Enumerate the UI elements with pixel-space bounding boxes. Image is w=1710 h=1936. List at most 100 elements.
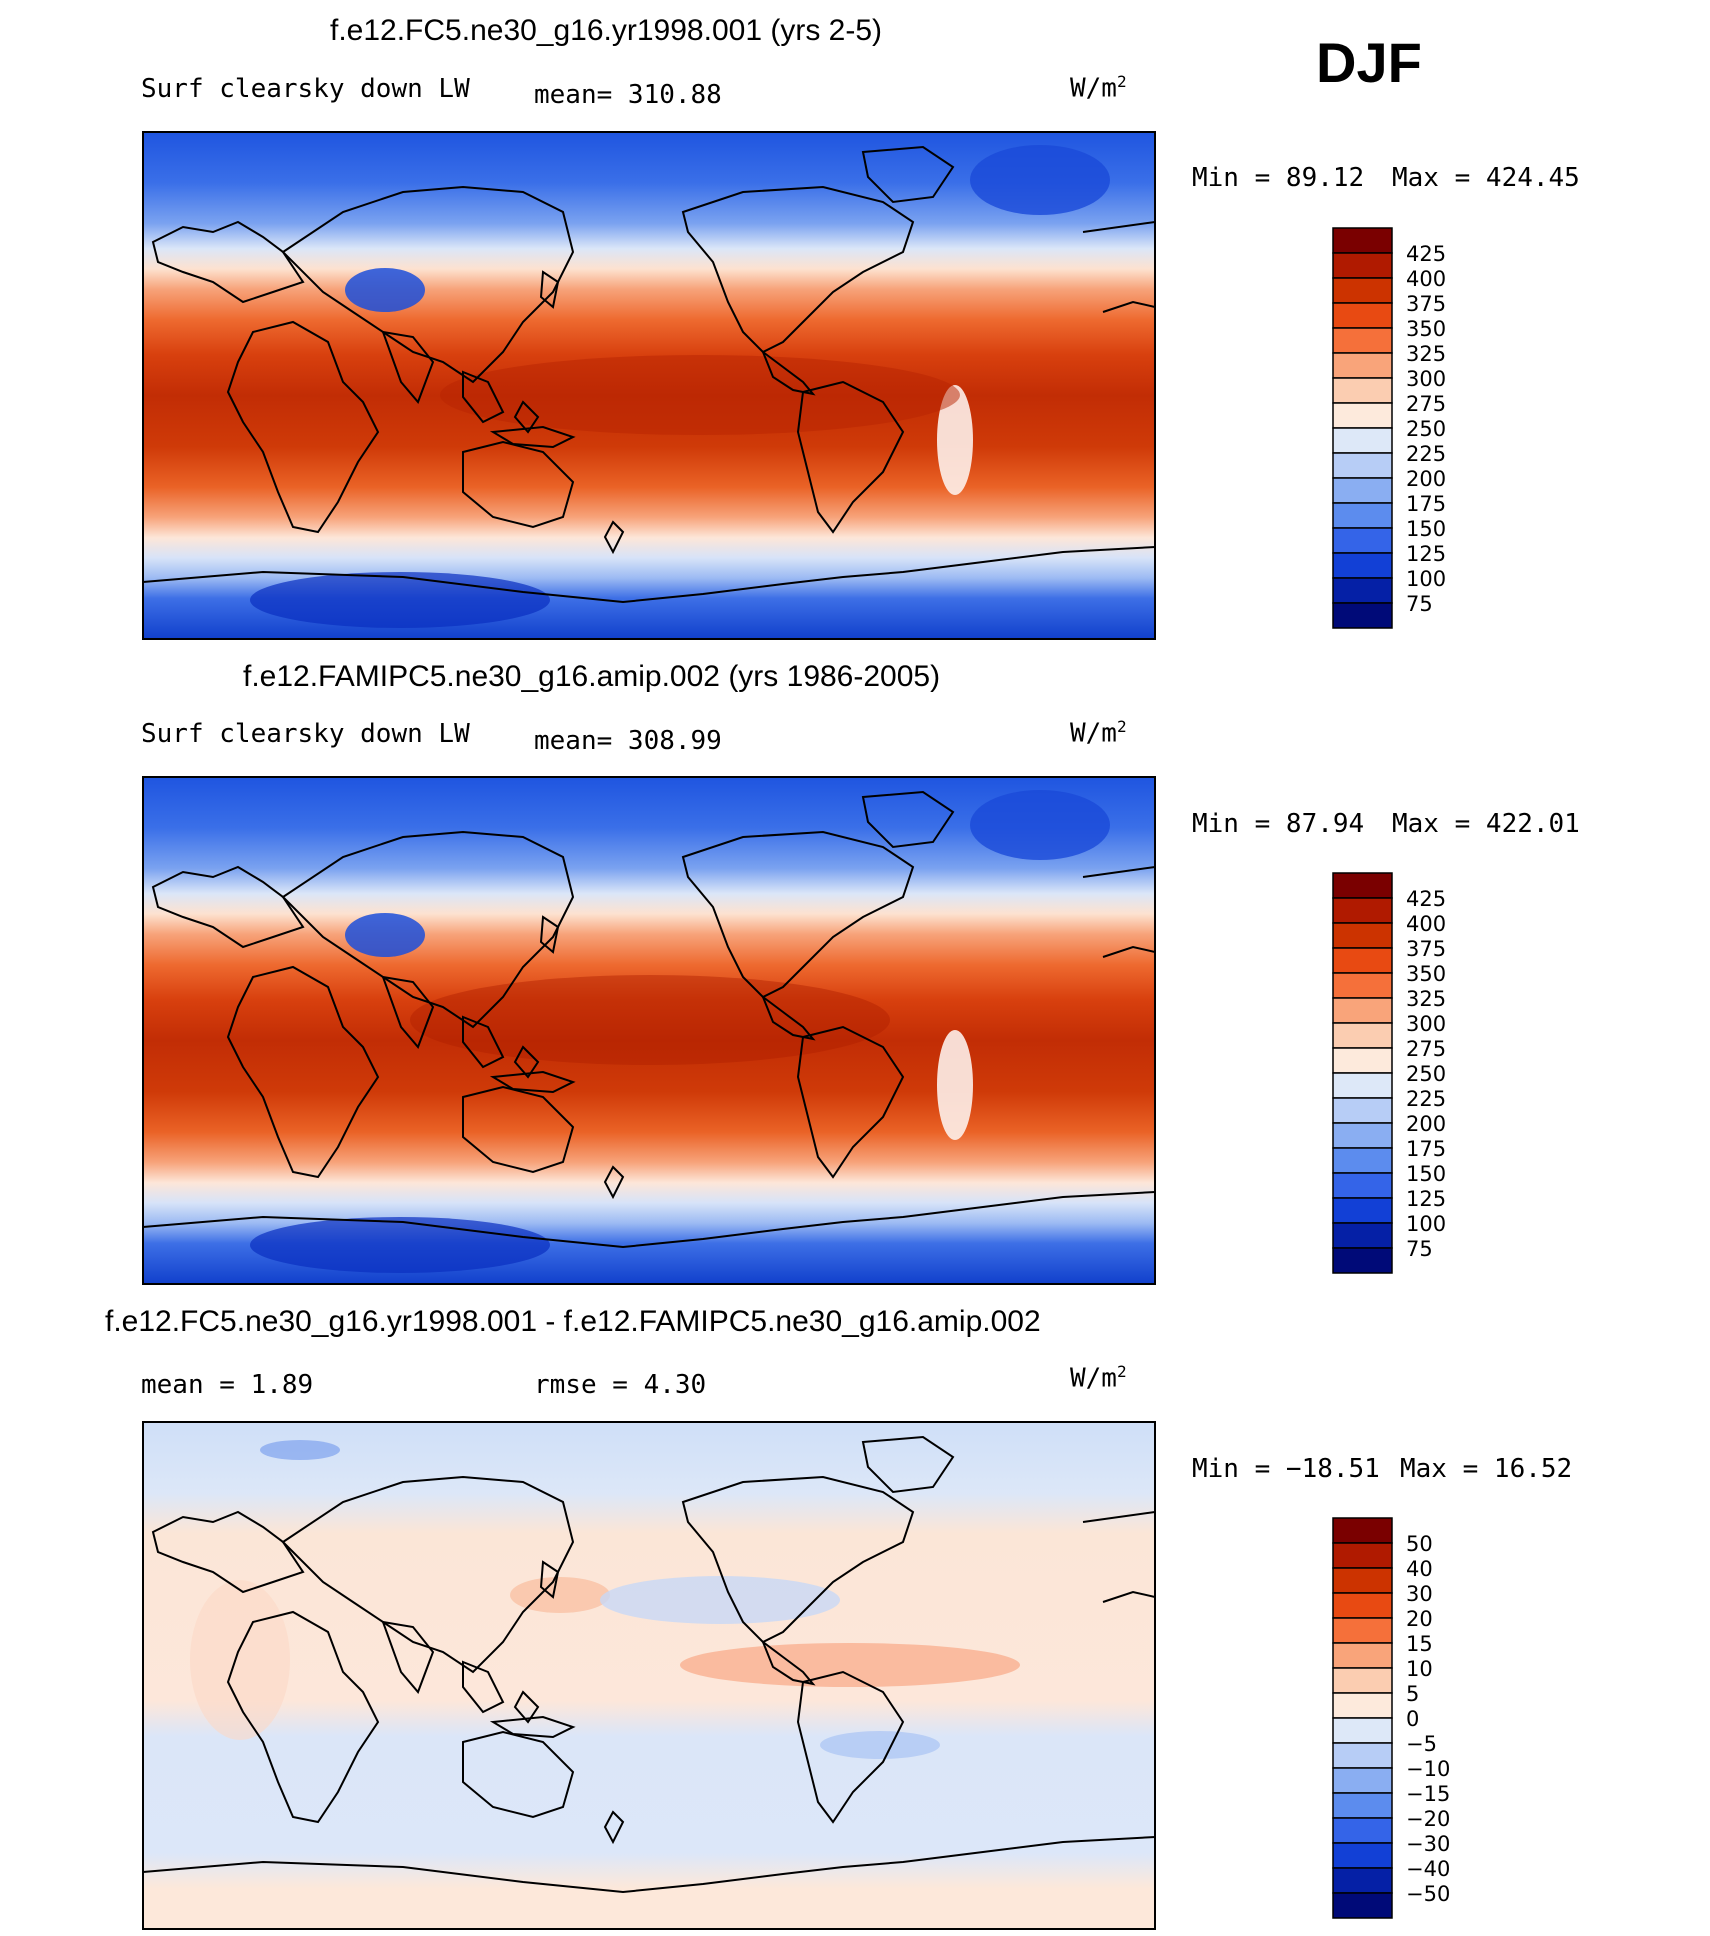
panel-1-title: f.e12.FC5.ne30_g16.yr1998.001 (yrs 2-5)	[330, 14, 882, 47]
colorbar-3-box-4	[1332, 1617, 1393, 1644]
colorbar-2-tick-label: 200	[1406, 1112, 1446, 1136]
panel-2-units: W/m2	[1070, 717, 1127, 749]
colorbar-3-box-7	[1332, 1692, 1393, 1719]
colorbar-1-box-13	[1332, 552, 1393, 579]
colorbar-3-tick-label: 0	[1406, 1707, 1419, 1731]
colorbar-3-tick-label: −10	[1406, 1757, 1450, 1781]
colorbar-2-tick-label: 250	[1406, 1062, 1446, 1086]
colorbar-1-tick-label: 175	[1406, 492, 1446, 516]
colorbar-2-box-1	[1332, 897, 1393, 924]
colorbar-3-tick-label: 20	[1406, 1607, 1433, 1631]
colorbar-2-box-14	[1332, 1222, 1393, 1249]
colorbar-3-box-14	[1332, 1867, 1393, 1894]
colorbar-3-tick-label: −20	[1406, 1807, 1450, 1831]
panel-2-mean: mean= 308.99	[534, 726, 722, 756]
colorbar-1-box-6	[1332, 377, 1393, 404]
colorbar-3-tick-label: 40	[1406, 1557, 1433, 1581]
colorbar-2-box-5	[1332, 997, 1393, 1024]
colorbar-2-box-0	[1332, 872, 1393, 899]
colorbar-3-box-5	[1332, 1642, 1393, 1669]
colorbar-3-box-2	[1332, 1567, 1393, 1594]
panel-3-max: Max = 16.52	[1400, 1454, 1573, 1484]
colorbar-2-tick-label: 325	[1406, 987, 1446, 1011]
panel-3-mean: mean = 1.89	[141, 1370, 314, 1400]
colorbar-3-tick-label: 50	[1406, 1532, 1433, 1556]
map-field-3	[143, 1422, 1155, 1929]
colorbar-1-tick-label: 200	[1406, 467, 1446, 491]
colorbar-1-box-7	[1332, 402, 1393, 429]
colorbar-1-box-15	[1332, 602, 1393, 629]
colorbar-2-box-6	[1332, 1022, 1393, 1049]
colorbar-2-tick-label: 400	[1406, 912, 1446, 936]
colorbar-1-tick-label: 325	[1406, 342, 1446, 366]
colorbar-3-box-1	[1332, 1542, 1393, 1569]
panel-3-rmse: rmse = 4.30	[534, 1370, 707, 1400]
panel-3-title: f.e12.FC5.ne30_g16.yr1998.001 - f.e12.FA…	[105, 1305, 1041, 1338]
colorbar-2-tick-label: 275	[1406, 1037, 1446, 1061]
colorbar-3-box-15	[1332, 1892, 1393, 1919]
colorbar-1-box-4	[1332, 327, 1393, 354]
colorbar-3-tick-label: 10	[1406, 1657, 1433, 1681]
colorbar-3-box-10	[1332, 1767, 1393, 1794]
colorbar-3-box-13	[1332, 1842, 1393, 1869]
colorbar-2-tick-label: 225	[1406, 1087, 1446, 1111]
map-panel-1	[142, 131, 1156, 640]
colorbar-3-tick-label: −15	[1406, 1782, 1450, 1806]
panel-1-mean: mean= 310.88	[534, 80, 722, 110]
colorbar-1-box-1	[1332, 252, 1393, 279]
colorbar-2-tick-label: 425	[1406, 887, 1446, 911]
colorbar-3-box-11	[1332, 1792, 1393, 1819]
panel-2-title: f.e12.FAMIPC5.ne30_g16.amip.002 (yrs 198…	[243, 660, 941, 693]
colorbar-2-tick-label: 175	[1406, 1137, 1446, 1161]
panel-1-field-label: Surf clearsky down LW	[141, 74, 470, 104]
panel-1-max: Max = 424.45	[1392, 163, 1580, 193]
colorbar-1-box-9	[1332, 452, 1393, 479]
colorbar-1-tick-label: 375	[1406, 292, 1446, 316]
map-frame-2	[142, 776, 1156, 1285]
colorbar-2-box-10	[1332, 1122, 1393, 1149]
colorbar-1-tick-label: 150	[1406, 517, 1446, 541]
colorbar-2-tick-label: 100	[1406, 1212, 1446, 1236]
colorbar-1-tick-label: 300	[1406, 367, 1446, 391]
colorbar-2-tick-label: 375	[1406, 937, 1446, 961]
colorbar-3-tick-label: 30	[1406, 1582, 1433, 1606]
colorbar-2-tick-label: 300	[1406, 1012, 1446, 1036]
map-panel-3	[142, 1421, 1156, 1930]
colorbar-2-tick-label: 125	[1406, 1187, 1446, 1211]
panel-3-min: Min = −18.51	[1192, 1454, 1380, 1484]
map-frame-1	[142, 131, 1156, 640]
colorbar-3-tick-label: −5	[1406, 1732, 1437, 1756]
colorbar-3-box-12	[1332, 1817, 1393, 1844]
colorbar-1: 4254003753503253002752502252001751501251…	[1332, 227, 1446, 629]
colorbar-2-tick-label: 75	[1406, 1237, 1433, 1261]
colorbar-3-box-3	[1332, 1592, 1393, 1619]
colorbar-2-box-12	[1332, 1172, 1393, 1199]
colorbar-3-box-0	[1332, 1517, 1393, 1544]
colorbar-1-tick-label: 275	[1406, 392, 1446, 416]
colorbar-3-tick-label: −50	[1406, 1882, 1450, 1906]
colorbar-2-box-9	[1332, 1097, 1393, 1124]
panel-2-min: Min = 87.94	[1192, 809, 1365, 839]
colorbar-2-tick-label: 350	[1406, 962, 1446, 986]
colorbar-1-box-5	[1332, 352, 1393, 379]
colorbar-1-box-10	[1332, 477, 1393, 504]
colorbar-3-tick-label: −40	[1406, 1857, 1450, 1881]
colorbar-1-box-14	[1332, 577, 1393, 604]
colorbar-1-box-12	[1332, 527, 1393, 554]
panel-2-field-label: Surf clearsky down LW	[141, 719, 470, 749]
colorbar-3-box-6	[1332, 1667, 1393, 1694]
colorbar-1-tick-label: 125	[1406, 542, 1446, 566]
colorbar-1-box-8	[1332, 427, 1393, 454]
colorbar-1-tick-label: 75	[1406, 592, 1433, 616]
colorbar-1-tick-label: 400	[1406, 267, 1446, 291]
colorbar-1-tick-label: 225	[1406, 442, 1446, 466]
colorbar-3-tick-label: −30	[1406, 1832, 1450, 1856]
panel-2-max: Max = 422.01	[1392, 809, 1580, 839]
colorbar-3-tick-label: 5	[1406, 1682, 1419, 1706]
panel-3-units: W/m2	[1070, 1362, 1127, 1394]
panel-1-min: Min = 89.12	[1192, 163, 1365, 193]
colorbar-2-box-3	[1332, 947, 1393, 974]
colorbar-1-tick-label: 350	[1406, 317, 1446, 341]
